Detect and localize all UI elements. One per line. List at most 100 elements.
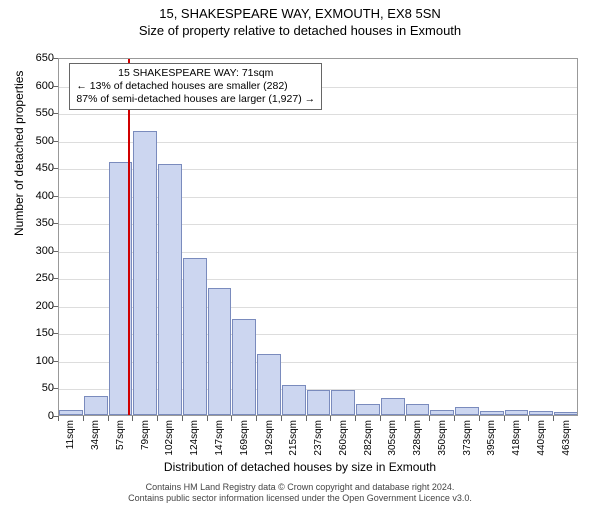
histogram-bar: [455, 407, 479, 415]
x-tick-label: 418sqm: [511, 420, 522, 456]
x-tick-mark: [355, 416, 356, 421]
y-tick-label: 200: [36, 300, 54, 312]
histogram-bar: [307, 390, 331, 415]
histogram-bar: [356, 404, 380, 415]
x-tick-mark: [281, 416, 282, 421]
histogram-bar: [133, 131, 157, 415]
y-tick-mark: [53, 388, 58, 389]
x-tick-mark: [405, 416, 406, 421]
histogram-bar: [208, 288, 232, 415]
y-tick-mark: [53, 306, 58, 307]
x-tick-mark: [553, 416, 554, 421]
x-tick-mark: [108, 416, 109, 421]
x-tick-label: 57sqm: [115, 420, 126, 450]
x-tick-mark: [528, 416, 529, 421]
y-axis-title: Number of detached properties: [12, 71, 26, 236]
y-tick-mark: [53, 223, 58, 224]
footer-line1: Contains HM Land Registry data © Crown c…: [0, 482, 600, 493]
histogram-bar: [183, 258, 207, 415]
x-tick-mark: [157, 416, 158, 421]
gridline: [59, 114, 577, 115]
x-tick-mark: [182, 416, 183, 421]
x-tick-mark: [380, 416, 381, 421]
histogram-bar: [480, 411, 504, 415]
y-tick-mark: [53, 196, 58, 197]
y-tick-mark: [53, 333, 58, 334]
y-tick-label: 100: [36, 355, 54, 367]
infobox: 15 SHAKESPEARE WAY: 71sqm ← 13% of detac…: [69, 63, 322, 110]
y-tick-label: 350: [36, 217, 54, 229]
x-tick-label: 34sqm: [90, 420, 101, 450]
histogram-bar: [430, 410, 454, 416]
x-tick-mark: [454, 416, 455, 421]
y-tick-label: 400: [36, 190, 54, 202]
histogram-bar: [158, 164, 182, 415]
footer: Contains HM Land Registry data © Crown c…: [0, 482, 600, 504]
page-title-line2: Size of property relative to detached ho…: [0, 23, 600, 38]
histogram-bar: [381, 398, 405, 415]
y-tick-mark: [53, 168, 58, 169]
x-tick-mark: [479, 416, 480, 421]
y-tick-label: 300: [36, 245, 54, 257]
footer-line2: Contains public sector information licen…: [0, 493, 600, 504]
x-tick-label: 328sqm: [412, 420, 423, 456]
chart-container: 15 SHAKESPEARE WAY: 71sqm ← 13% of detac…: [58, 58, 578, 416]
x-tick-mark: [231, 416, 232, 421]
histogram-bar: [282, 385, 306, 415]
x-tick-mark: [83, 416, 84, 421]
x-tick-label: 169sqm: [239, 420, 250, 456]
x-tick-label: 11sqm: [65, 420, 76, 449]
y-tick-mark: [53, 141, 58, 142]
x-tick-mark: [58, 416, 59, 421]
x-tick-label: 282sqm: [363, 420, 374, 456]
x-tick-mark: [330, 416, 331, 421]
histogram-bar: [59, 410, 83, 416]
x-tick-label: 373sqm: [462, 420, 473, 456]
y-tick-mark: [53, 251, 58, 252]
x-tick-label: 395sqm: [486, 420, 497, 456]
x-tick-label: 463sqm: [561, 420, 572, 456]
x-tick-mark: [132, 416, 133, 421]
y-tick-mark: [53, 113, 58, 114]
x-tick-label: 260sqm: [338, 420, 349, 456]
histogram-bar: [554, 412, 578, 415]
x-tick-label: 124sqm: [189, 420, 200, 456]
x-tick-label: 215sqm: [288, 420, 299, 456]
x-tick-label: 440sqm: [536, 420, 547, 456]
x-tick-label: 192sqm: [264, 420, 275, 456]
x-tick-label: 79sqm: [140, 420, 151, 450]
x-tick-label: 102sqm: [164, 420, 175, 456]
y-tick-mark: [53, 278, 58, 279]
reference-line: [128, 59, 130, 415]
x-tick-mark: [504, 416, 505, 421]
infobox-line1: 15 SHAKESPEARE WAY: 71sqm: [76, 67, 315, 80]
histogram-bar: [84, 396, 108, 415]
x-axis-title: Distribution of detached houses by size …: [0, 460, 600, 474]
y-tick-label: 250: [36, 272, 54, 284]
y-tick-label: 450: [36, 162, 54, 174]
histogram-bar: [406, 404, 430, 415]
y-tick-label: 550: [36, 107, 54, 119]
y-tick-mark: [53, 86, 58, 87]
histogram-bar: [232, 319, 256, 415]
page-title-line1: 15, SHAKESPEARE WAY, EXMOUTH, EX8 5SN: [0, 6, 600, 21]
histogram-bar: [529, 411, 553, 415]
x-tick-label: 237sqm: [313, 420, 324, 456]
plot-area: 15 SHAKESPEARE WAY: 71sqm ← 13% of detac…: [58, 58, 578, 416]
x-tick-label: 305sqm: [387, 420, 398, 456]
x-tick-label: 147sqm: [214, 420, 225, 456]
infobox-line3: 87% of semi-detached houses are larger (…: [76, 93, 315, 106]
y-tick-label: 650: [36, 52, 54, 64]
y-tick-mark: [53, 361, 58, 362]
y-tick-label: 600: [36, 80, 54, 92]
histogram-bar: [505, 410, 529, 416]
infobox-line2: ← 13% of detached houses are smaller (28…: [76, 80, 315, 93]
y-tick-label: 500: [36, 135, 54, 147]
x-tick-mark: [306, 416, 307, 421]
histogram-bar: [257, 354, 281, 415]
y-tick-label: 150: [36, 327, 54, 339]
x-tick-mark: [429, 416, 430, 421]
x-tick-mark: [207, 416, 208, 421]
x-tick-mark: [256, 416, 257, 421]
histogram-bar: [331, 390, 355, 415]
